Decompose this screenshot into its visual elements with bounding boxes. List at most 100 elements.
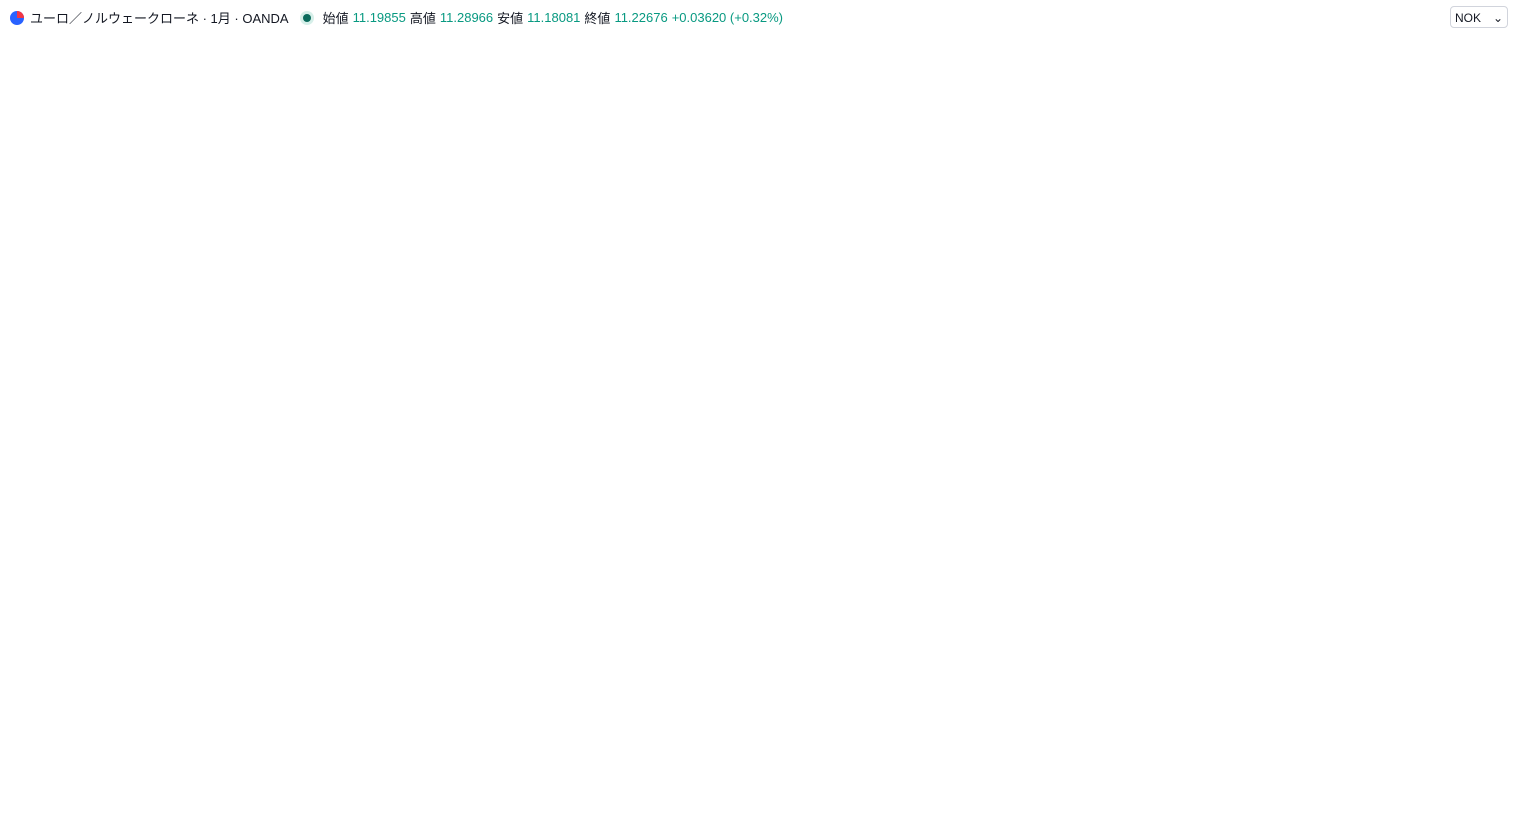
candle-body	[1294, 347, 1303, 375]
candle-body	[0, 691, 5, 706]
candle-body	[715, 550, 725, 557]
x-tick-label: 2020	[424, 809, 450, 821]
candle-body	[196, 607, 205, 623]
candle-body	[845, 473, 854, 520]
currency-select[interactable]: NOK ⌄	[1450, 6, 1508, 28]
candle-body	[940, 325, 949, 389]
candle-body	[232, 595, 241, 627]
x-tick-label: 7月	[1065, 809, 1083, 821]
y-tick-label: 9.50000	[1454, 625, 1496, 637]
y-tick-label: 11.00000	[1454, 402, 1501, 414]
candle-body	[31, 683, 40, 724]
candle-body	[208, 622, 217, 630]
y-tick-label: 12.00000	[1454, 252, 1502, 264]
candle-body	[822, 456, 831, 517]
x-tick-label: 2019	[282, 809, 308, 821]
candle-body	[255, 626, 264, 639]
x-tick-label: 7月	[782, 809, 800, 821]
candle-body	[338, 589, 347, 605]
candle-body	[1117, 262, 1126, 307]
candle-body	[503, 434, 512, 448]
candle-body	[78, 625, 87, 662]
candle-body	[633, 526, 642, 532]
symbol-icon	[10, 10, 24, 25]
candle-body	[397, 519, 406, 569]
legend: ユーロ／ノルウェークローネ · 1月 · OANDA 始値 11.19855 高値…	[8, 8, 783, 27]
candle-body	[928, 300, 937, 389]
candle-body	[668, 516, 677, 538]
candle-body	[1317, 373, 1326, 378]
candle-body	[857, 428, 866, 474]
candle-body	[774, 509, 784, 547]
x-tick-label: 2017	[0, 809, 25, 821]
y-tick-label: 12.50000	[1454, 178, 1502, 190]
candle-body	[951, 325, 961, 363]
candle-body	[1282, 280, 1291, 348]
candle-body	[1034, 279, 1043, 304]
candle-body	[1187, 291, 1197, 320]
candle-body	[1105, 262, 1114, 299]
candle-body	[621, 531, 630, 560]
candle-body	[161, 611, 170, 621]
candle-body	[739, 574, 748, 598]
candle-body	[574, 486, 583, 498]
x-tick-label: 2027	[1415, 809, 1441, 821]
candle-body	[1164, 306, 1173, 353]
candle-body	[373, 553, 382, 586]
candle-body	[1128, 291, 1138, 307]
candle-body	[7, 691, 17, 721]
high-value: 11.28966	[439, 10, 494, 25]
candle-body	[692, 519, 701, 592]
x-tick-label: 2024	[990, 809, 1016, 821]
x-tick-label: 7月	[640, 809, 658, 821]
candle-body	[1270, 280, 1279, 295]
candle-body	[66, 625, 76, 635]
candle-body	[1140, 291, 1149, 298]
candle-body	[220, 626, 229, 630]
candle-body	[479, 374, 489, 438]
open-value: 11.19855	[352, 10, 406, 25]
candle-body	[267, 597, 276, 627]
candle-body	[456, 337, 465, 508]
candle-body	[125, 571, 135, 632]
candle-body	[751, 573, 760, 598]
candle-body	[43, 653, 52, 684]
tv-logo	[12, 772, 37, 786]
candle-body	[881, 352, 890, 408]
candle-body	[904, 279, 913, 296]
close-label: 終値	[584, 11, 611, 26]
candle-body	[810, 456, 819, 557]
candle-body	[243, 595, 253, 639]
candle-body	[350, 589, 359, 602]
y-tick-label: 11.50000	[1454, 327, 1501, 339]
candle-body	[1046, 279, 1055, 351]
x-tick-label: 7月	[1207, 809, 1225, 821]
candle-body	[114, 631, 123, 647]
candle-body	[361, 585, 371, 602]
candle-body	[1305, 377, 1315, 380]
price-tag	[1448, 365, 1502, 382]
x-tick-label: 2022	[707, 809, 733, 821]
candle-body	[184, 606, 194, 608]
x-tick-label: 7月	[499, 809, 517, 821]
candle-body	[1211, 276, 1220, 290]
candle-body	[562, 464, 571, 487]
candle-body	[1235, 297, 1244, 305]
countdown: 27d 19h	[1454, 368, 1496, 380]
candle-body	[538, 391, 548, 418]
candle-body	[1223, 289, 1232, 298]
candle-body	[586, 489, 595, 498]
y-tick-label: 10.50000	[1454, 476, 1502, 488]
low-label: 安値	[497, 11, 524, 26]
candle-body	[173, 606, 182, 612]
candle-body	[326, 604, 335, 607]
candle-body	[468, 337, 477, 375]
x-tick-label: 7月	[923, 809, 941, 821]
trend-line	[896, 395, 1336, 401]
x-tick-label: 7月	[1348, 809, 1366, 821]
chevron: ⌄	[1492, 11, 1503, 25]
y-tick-label: 8.50000	[1454, 775, 1496, 787]
settings-icon[interactable]	[1475, 809, 1487, 821]
close-value: 11.22676	[614, 10, 668, 25]
